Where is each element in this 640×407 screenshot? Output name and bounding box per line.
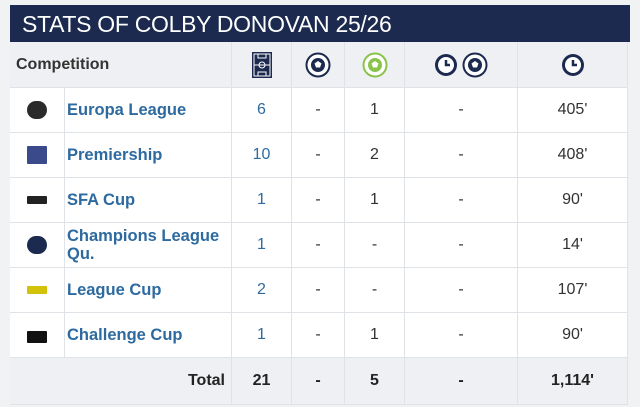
- minutes-per-goal: -: [405, 178, 518, 223]
- competition-name[interactable]: SFA Cup: [65, 178, 232, 223]
- appearances: 1: [232, 313, 292, 358]
- total-appearances: 21: [232, 358, 292, 405]
- assists: -: [345, 223, 405, 268]
- goals: -: [292, 133, 345, 178]
- competition-logo: [10, 88, 65, 133]
- minutes: 405': [518, 88, 628, 133]
- appearances: 1: [232, 178, 292, 223]
- competition-logo: [10, 313, 65, 358]
- minutes: 90': [518, 313, 628, 358]
- assists: -: [345, 268, 405, 313]
- appearances: 1: [232, 223, 292, 268]
- appearances: 10: [232, 133, 292, 178]
- logo: [27, 101, 47, 119]
- competition-name[interactable]: Premiership: [65, 133, 232, 178]
- clock-ball-icon: [435, 52, 488, 77]
- total-goals: -: [292, 358, 345, 405]
- goals: -: [292, 313, 345, 358]
- goals-icon: [292, 42, 345, 88]
- goals: -: [292, 268, 345, 313]
- minutes-per-goal-icon: [405, 42, 518, 88]
- clock-icon: [561, 53, 584, 76]
- minutes-per-goal: -: [405, 88, 518, 133]
- ball-icon: [305, 52, 331, 77]
- minutes-per-goal: -: [405, 268, 518, 313]
- minutes-per-goal: -: [405, 223, 518, 268]
- competition-name[interactable]: Challenge Cup: [65, 313, 232, 358]
- minutes-icon: [518, 42, 628, 88]
- assists: 1: [345, 178, 405, 223]
- total-minutes-per-goal: -: [405, 358, 518, 405]
- logo: [27, 286, 47, 294]
- minutes: 14': [518, 223, 628, 268]
- assists: 2: [345, 133, 405, 178]
- competition-logo: [10, 133, 65, 178]
- minutes: 90': [518, 178, 628, 223]
- assists: 1: [345, 313, 405, 358]
- competition-name[interactable]: League Cup: [65, 268, 232, 313]
- title: STATS OF COLBY DONOVAN 25/26: [10, 5, 630, 42]
- appearances-icon: [232, 42, 292, 88]
- minutes: 107': [518, 268, 628, 313]
- goals: -: [292, 178, 345, 223]
- appearances: 6: [232, 88, 292, 133]
- assists: 1: [345, 88, 405, 133]
- appearances: 2: [232, 268, 292, 313]
- minutes-per-goal: -: [405, 313, 518, 358]
- goals: -: [292, 223, 345, 268]
- competition-logo: [10, 223, 65, 268]
- logo: [27, 236, 47, 254]
- competition-name[interactable]: Champions League Qu.: [65, 223, 232, 268]
- header-competition: Competition: [10, 42, 232, 88]
- total-label: Total: [10, 358, 232, 405]
- logo: [27, 331, 47, 343]
- assist-ball-icon: [362, 52, 387, 77]
- minutes: 408': [518, 133, 628, 178]
- logo: [27, 146, 47, 164]
- assists-icon: [345, 42, 405, 88]
- logo: [27, 196, 47, 204]
- total-assists: 5: [345, 358, 405, 405]
- competition-logo: [10, 268, 65, 313]
- pitch-icon: [251, 51, 272, 78]
- competition-logo: [10, 178, 65, 223]
- competition-name[interactable]: Europa League: [65, 88, 232, 133]
- total-minutes: 1,114': [518, 358, 628, 405]
- minutes-per-goal: -: [405, 133, 518, 178]
- goals: -: [292, 88, 345, 133]
